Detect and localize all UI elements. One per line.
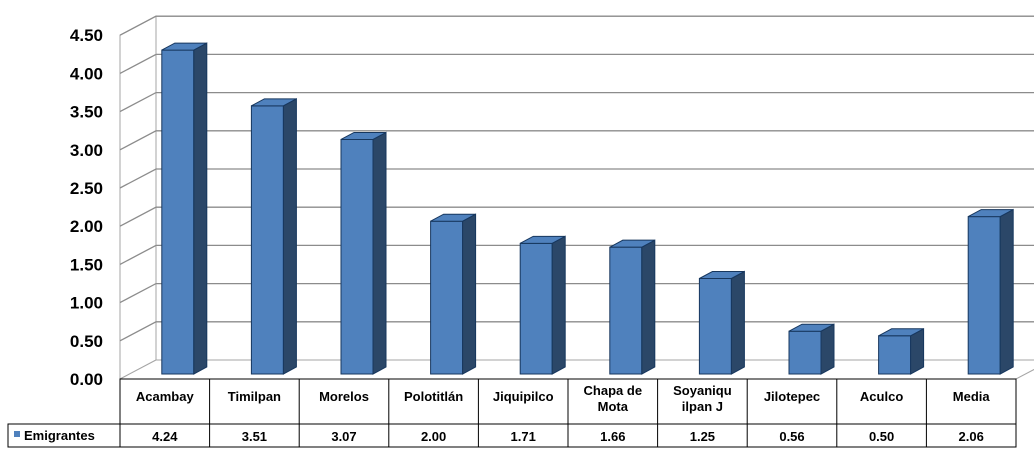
bar-front bbox=[430, 220, 464, 375]
bar-side bbox=[282, 97, 297, 375]
bar bbox=[519, 235, 566, 375]
bar-front bbox=[519, 242, 553, 375]
gridline bbox=[119, 53, 1034, 74]
bar-side bbox=[730, 270, 745, 375]
gridline bbox=[119, 130, 1034, 151]
category-label: Soyaniqu bbox=[673, 383, 732, 398]
bar-front bbox=[698, 278, 732, 375]
bar bbox=[609, 239, 656, 375]
bar-top bbox=[340, 131, 387, 140]
y-tick-label: 3.00 bbox=[70, 141, 103, 160]
gridline bbox=[119, 244, 1034, 265]
bar bbox=[878, 327, 925, 375]
y-tick-label: 3.50 bbox=[70, 103, 103, 122]
bar-front bbox=[250, 105, 284, 375]
bar bbox=[430, 213, 477, 375]
bar-side bbox=[551, 235, 566, 375]
back-wall bbox=[155, 15, 1034, 361]
category-label: Acambay bbox=[136, 389, 195, 404]
gridline bbox=[119, 206, 1034, 227]
bars bbox=[161, 42, 1014, 375]
bar-front bbox=[340, 138, 374, 375]
y-tick-label: 0.50 bbox=[70, 332, 103, 351]
bar-top bbox=[519, 235, 566, 244]
bar-side bbox=[910, 327, 925, 375]
category-label: Jiquipilco bbox=[493, 389, 554, 404]
bar-top bbox=[788, 323, 835, 332]
bar-top bbox=[161, 42, 208, 51]
category-label: Chapa de bbox=[584, 383, 643, 398]
data-value-label: 1.71 bbox=[511, 429, 536, 444]
gridline bbox=[119, 321, 1034, 342]
category-label: Polotitlán bbox=[404, 389, 463, 404]
bar-front bbox=[788, 330, 822, 375]
bar-top bbox=[967, 209, 1014, 218]
gridline bbox=[119, 282, 1034, 304]
data-value-label: 4.24 bbox=[152, 429, 178, 444]
y-tick-label: 2.50 bbox=[70, 179, 103, 198]
gridline bbox=[119, 91, 1034, 113]
y-tick-label: 2.00 bbox=[70, 217, 103, 236]
gridline bbox=[119, 15, 1034, 36]
data-value-label: 3.07 bbox=[331, 429, 356, 444]
bar-top bbox=[699, 271, 745, 279]
bar-front bbox=[161, 49, 195, 375]
data-value-label: 0.56 bbox=[779, 429, 804, 444]
bar-front bbox=[878, 335, 912, 375]
bar-top bbox=[878, 328, 924, 337]
bar-side bbox=[462, 213, 477, 375]
category-label: ilpan J bbox=[682, 399, 723, 414]
bar bbox=[161, 42, 208, 375]
bar-side bbox=[641, 239, 656, 375]
bar-front bbox=[967, 216, 1001, 375]
y-tick-label: 4.50 bbox=[70, 26, 103, 45]
category-label: Morelos bbox=[319, 389, 369, 404]
category-label: Jilotepec bbox=[764, 389, 820, 404]
bar-side bbox=[372, 131, 387, 375]
data-value-label: 1.25 bbox=[690, 429, 715, 444]
y-tick-label: 4.00 bbox=[70, 64, 103, 83]
bar bbox=[967, 208, 1014, 375]
bar-front bbox=[609, 246, 643, 375]
chart-walls bbox=[119, 15, 1034, 380]
y-tick-label: 1.50 bbox=[70, 255, 103, 274]
bar-top bbox=[251, 98, 297, 107]
data-value-label: 2.00 bbox=[421, 429, 446, 444]
bar-side bbox=[999, 208, 1014, 375]
bar bbox=[698, 270, 745, 375]
bar-top bbox=[609, 239, 656, 248]
bar-top bbox=[430, 213, 476, 222]
data-value-label: 0.50 bbox=[869, 429, 894, 444]
y-tick-label: 0.00 bbox=[70, 370, 103, 389]
data-value-label: 3.51 bbox=[242, 429, 267, 444]
legend-series-name: Emigrantes bbox=[24, 428, 95, 443]
bar-side bbox=[193, 42, 208, 375]
y-tick-label: 1.00 bbox=[70, 294, 103, 313]
legend-swatch bbox=[14, 431, 20, 437]
category-label: Timilpan bbox=[228, 389, 281, 404]
bar-side bbox=[820, 323, 835, 375]
data-value-label: 1.66 bbox=[600, 429, 625, 444]
bar bbox=[788, 323, 835, 375]
category-label: Aculco bbox=[860, 389, 903, 404]
data-value-label: 2.06 bbox=[959, 429, 984, 444]
y-axis-ticks: 0.00 0.50 1.00 1.50 2.00 2.50 3.00 3.50 4.00 4.50 bbox=[70, 26, 103, 389]
bar bbox=[250, 97, 297, 375]
gridline bbox=[119, 168, 1034, 189]
category-label: Mota bbox=[598, 399, 629, 414]
gridlines bbox=[119, 15, 1034, 342]
data-table: Acambay Timilpan Morelos Polotitlán Jiquipil… bbox=[7, 378, 1017, 448]
category-label: Media bbox=[953, 389, 991, 404]
bar bbox=[340, 131, 387, 375]
